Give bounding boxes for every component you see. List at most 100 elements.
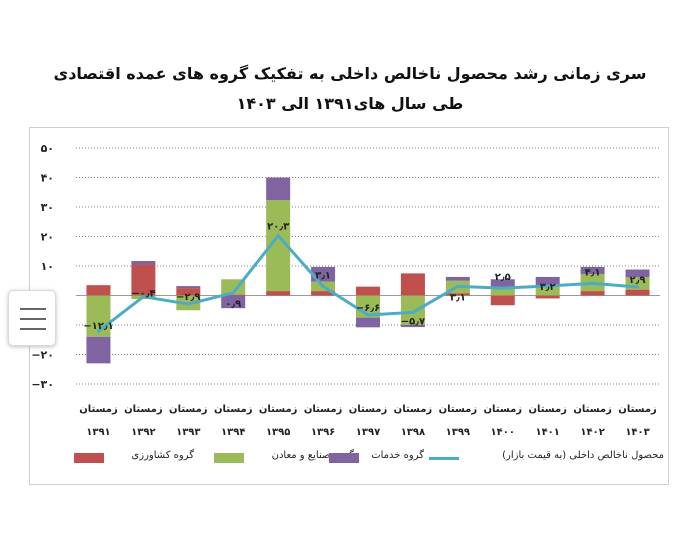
legend-item-gdp: محصول ناخالص داخلی (به قیمت بازار) <box>429 447 664 471</box>
menu-line-icon <box>20 308 46 310</box>
x-tick-label-season: زمستان <box>214 404 253 415</box>
gdp-point <box>231 291 235 295</box>
bar-services <box>535 276 560 286</box>
x-tick-label-season: زمستان <box>259 404 298 415</box>
gdp-point <box>546 284 550 288</box>
gdp-point <box>411 310 415 314</box>
bar-agri <box>356 286 380 296</box>
x-tick-label-year: ۱۴۰۲ <box>580 427 604 438</box>
gdp-point <box>186 302 190 306</box>
x-tick-label-season: زمستان <box>169 404 208 415</box>
gdp-data-label: ۳٫۱ <box>450 292 466 303</box>
legend-item-services: گروه خدمات <box>329 447 424 471</box>
bar-services <box>400 325 425 328</box>
bar-agri <box>86 285 111 296</box>
x-tick-label-year: ۱۳۹۴ <box>221 427 245 438</box>
x-tick-label-season: زمستان <box>439 404 478 415</box>
x-tick-label-year: ۱۴۰۳ <box>625 427 649 438</box>
bar-agri <box>131 264 156 296</box>
bar-agri <box>445 293 470 296</box>
bar-agri <box>490 295 515 306</box>
chart-frame: ۵۰۴۰۳۰۲۰۱۰۰−۱۰−۲۰−۳۰−۱۲٫۱−۰٫۴−۲٫۹۰٫۹۲۰٫۳… <box>29 127 669 485</box>
y-tick-label: ۵۰ <box>41 142 54 155</box>
y-tick-label: −۲۰ <box>31 349 54 362</box>
y-tick-label: −۳۰ <box>31 378 54 391</box>
bar-services <box>86 336 111 364</box>
bar-industry <box>400 295 425 325</box>
x-tick-label-year: ۱۴۰۰ <box>491 427 515 438</box>
menu-line-icon <box>20 328 46 330</box>
bar-services <box>131 260 156 265</box>
chart-title-line-2: طی سال های۱۳۹۱ الی ۱۴۰۳ <box>236 94 464 113</box>
bar-agri <box>176 288 201 296</box>
legend-label-industry: گروه صنایع و معادن <box>271 450 354 461</box>
bar-industry <box>535 285 560 296</box>
x-tick-label-season: زمستان <box>124 404 163 415</box>
menu-line-icon <box>20 318 46 320</box>
gdp-point <box>276 234 280 238</box>
gdp-point <box>456 284 460 288</box>
x-tick-label-season: زمستان <box>79 404 118 415</box>
gdp-point <box>366 313 370 317</box>
y-tick-label: ۳۰ <box>41 201 54 214</box>
x-tick-label-season: زمستان <box>394 404 433 415</box>
gdp-point <box>501 286 505 290</box>
x-tick-label-season: زمستان <box>349 404 388 415</box>
legend-swatch-agri <box>74 453 104 463</box>
bar-services <box>445 276 470 281</box>
bar-agri <box>311 291 336 296</box>
legend-swatch-services <box>329 453 359 463</box>
gdp-data-label: ۲۰٫۳ <box>267 222 289 233</box>
legend-label-services: گروه خدمات <box>371 450 424 461</box>
gdp-data-label: −۰٫۴ <box>131 289 155 300</box>
x-tick-label-year: ۱۳۹۲ <box>131 427 155 438</box>
legend-swatch-gdp <box>429 457 459 460</box>
chart-title-line-1: سری زمانی رشد محصول ناخالص داخلی به تفکی… <box>53 64 647 83</box>
x-tick-label-season: زمستان <box>484 404 523 415</box>
y-tick-label: ۲۰ <box>41 231 54 244</box>
legend-label-agri: گروه کشاورزی <box>131 450 194 461</box>
x-tick-label-year: ۱۳۹۶ <box>311 427 335 438</box>
bar-agri <box>400 273 425 296</box>
gdp-point <box>591 281 595 285</box>
bar-services <box>490 279 515 288</box>
bar-services <box>266 177 291 201</box>
x-tick-label-year: ۱۳۹۱ <box>86 427 110 438</box>
x-tick-label-season: زمستان <box>573 404 612 415</box>
gdp-data-label: −۱۲٫۱ <box>83 321 113 332</box>
bar-agri <box>625 289 650 296</box>
x-tick-label-year: ۱۳۹۷ <box>356 427 380 438</box>
x-tick-label-year: ۱۳۹۳ <box>176 427 200 438</box>
gdp-data-label: ۳٫۲ <box>540 282 556 293</box>
gdp-data-label: ۳٫۱ <box>315 270 331 281</box>
gdp-point <box>636 285 640 289</box>
chart-legend: گروه کشاورزی گروه صنایع و معادن گروه خدم… <box>29 447 669 471</box>
bar-agri <box>266 291 291 296</box>
side-menu-button[interactable] <box>8 290 56 346</box>
bar-agri <box>221 294 246 296</box>
bar-services <box>580 266 605 274</box>
gdp-data-label: −۵٫۷ <box>401 316 425 327</box>
x-tick-label-year: ۱۳۹۵ <box>266 427 290 438</box>
bar-agri <box>580 291 605 296</box>
x-tick-label-year: ۱۴۰۱ <box>535 427 559 438</box>
gdp-data-label: ۰٫۹ <box>225 299 241 310</box>
gdp-point <box>96 329 100 333</box>
x-tick-label-year: ۱۳۹۸ <box>401 427 425 438</box>
bar-industry <box>490 287 515 296</box>
gdp-point <box>321 284 325 288</box>
bar-services <box>625 269 650 278</box>
chart-svg: ۵۰۴۰۳۰۲۰۱۰۰−۱۰−۲۰−۳۰−۱۲٫۱−۰٫۴−۲٫۹۰٫۹۲۰٫۳… <box>31 142 660 438</box>
y-tick-label: ۱۰ <box>41 260 54 273</box>
gdp-data-label: ۴٫۱ <box>585 267 601 278</box>
y-tick-label: ۴۰ <box>41 172 54 185</box>
gdp-data-label: ۲٫۹ <box>630 275 646 286</box>
legend-label-gdp: محصول ناخالص داخلی (به قیمت بازار) <box>502 450 664 461</box>
gdp-data-label: ۲٫۵ <box>495 272 511 283</box>
bar-agri <box>535 295 560 299</box>
legend-item-agri: گروه کشاورزی <box>74 447 194 471</box>
gdp-data-label: −۶٫۶ <box>356 303 380 314</box>
bar-services <box>221 295 246 309</box>
bar-services <box>176 286 201 289</box>
x-tick-label-season: زمستان <box>304 404 343 415</box>
